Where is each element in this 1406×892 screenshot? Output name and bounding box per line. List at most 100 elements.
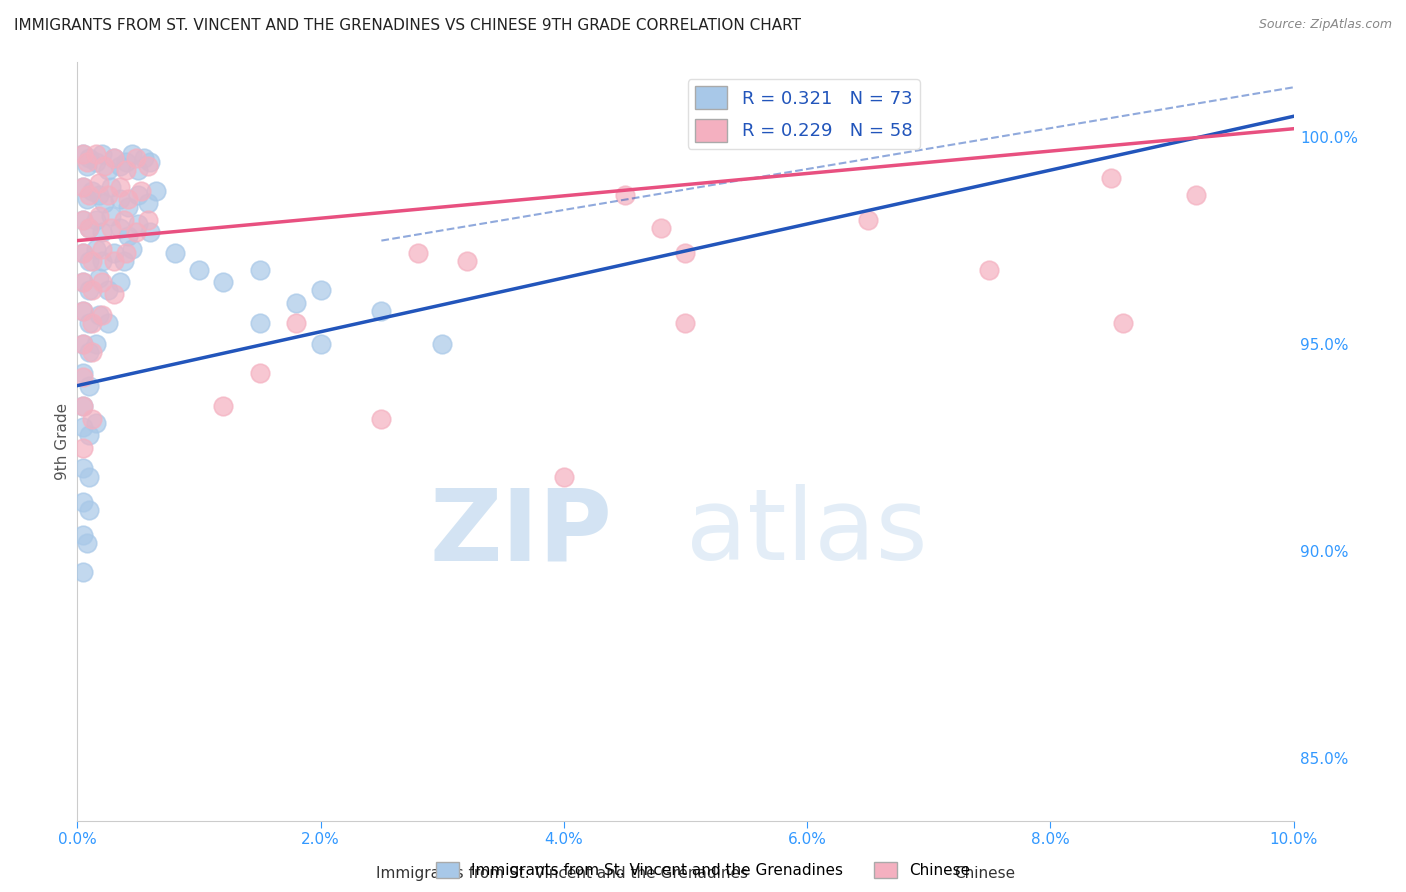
Point	[79, 469, 101, 483]
Text: Chinese: Chinese	[953, 866, 1015, 881]
Point	[115, 246, 138, 260]
Point	[136, 159, 159, 173]
Point	[89, 308, 111, 322]
Point	[79, 378, 101, 392]
Point	[72, 400, 94, 414]
Point	[136, 196, 159, 211]
Point	[90, 225, 112, 239]
Point	[100, 221, 122, 235]
Point	[212, 275, 235, 289]
Point	[129, 184, 152, 198]
Point	[72, 213, 94, 227]
Point	[72, 246, 94, 260]
Point	[72, 528, 94, 542]
Point	[1185, 188, 1208, 202]
Point	[100, 209, 122, 223]
Point	[80, 283, 103, 297]
Point	[103, 254, 125, 268]
Point	[72, 304, 94, 318]
Point	[79, 428, 101, 442]
Point	[249, 262, 271, 277]
Point	[72, 275, 94, 289]
Point	[134, 151, 156, 165]
Point	[117, 201, 139, 215]
Text: IMMIGRANTS FROM ST. VINCENT AND THE GRENADINES VS CHINESE 9TH GRADE CORRELATION : IMMIGRANTS FROM ST. VINCENT AND THE GREN…	[14, 18, 801, 33]
Point	[103, 287, 125, 301]
Point	[80, 411, 103, 425]
Point	[72, 146, 94, 161]
Point	[456, 254, 478, 268]
Point	[285, 317, 308, 331]
Point	[79, 317, 101, 331]
Point	[89, 271, 111, 285]
Point	[127, 188, 149, 202]
Point	[136, 213, 159, 227]
Point	[112, 254, 135, 268]
Point	[80, 345, 103, 359]
Point	[72, 213, 94, 227]
Point	[121, 242, 143, 256]
Point	[121, 146, 143, 161]
Point	[97, 283, 120, 297]
Text: ZIP: ZIP	[430, 484, 613, 581]
Point	[249, 317, 271, 331]
Point	[79, 345, 101, 359]
Point	[79, 254, 101, 268]
Y-axis label: 9th Grade: 9th Grade	[55, 403, 70, 480]
Point	[72, 370, 94, 384]
Point	[406, 246, 429, 260]
Point	[76, 536, 98, 550]
Text: Immigrants from St. Vincent and the Grenadines: Immigrants from St. Vincent and the Gren…	[377, 866, 748, 881]
Point	[856, 213, 879, 227]
Point	[108, 192, 131, 206]
Point	[79, 221, 101, 235]
Point	[139, 225, 162, 239]
Point	[84, 154, 107, 169]
Point	[89, 188, 111, 202]
Point	[145, 184, 167, 198]
Point	[127, 163, 149, 178]
Point	[72, 441, 94, 455]
Point	[79, 283, 101, 297]
Point	[108, 221, 131, 235]
Point	[89, 209, 111, 223]
Point	[249, 366, 271, 380]
Point	[1099, 171, 1122, 186]
Point	[93, 159, 115, 173]
Point	[72, 565, 94, 579]
Text: Source: ZipAtlas.com: Source: ZipAtlas.com	[1258, 18, 1392, 31]
Point	[72, 420, 94, 434]
Point	[76, 192, 98, 206]
Point	[72, 337, 94, 351]
Point	[108, 179, 131, 194]
Point	[309, 337, 332, 351]
Point	[80, 184, 103, 198]
Point	[72, 337, 94, 351]
Point	[675, 317, 697, 331]
Point	[309, 283, 332, 297]
Point	[79, 188, 101, 202]
Point	[72, 179, 94, 194]
Point	[79, 151, 101, 165]
Point	[79, 221, 101, 235]
Point	[108, 159, 131, 173]
Point	[72, 494, 94, 508]
Point	[90, 254, 112, 268]
Point	[125, 225, 148, 239]
Point	[188, 262, 211, 277]
Point	[125, 151, 148, 165]
Point	[100, 179, 122, 194]
Point	[84, 242, 107, 256]
Point	[90, 242, 112, 256]
Point	[97, 317, 120, 331]
Point	[430, 337, 453, 351]
Point	[72, 179, 94, 194]
Point	[112, 213, 135, 227]
Point	[84, 146, 107, 161]
Point	[97, 188, 120, 202]
Point	[1112, 317, 1135, 331]
Point	[108, 275, 131, 289]
Point	[117, 229, 139, 244]
Point	[72, 366, 94, 380]
Text: atlas: atlas	[686, 484, 928, 581]
